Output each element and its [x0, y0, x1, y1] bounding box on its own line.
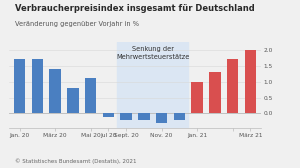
Bar [67, 88, 79, 113]
Bar [156, 113, 167, 123]
Bar [117, 42, 188, 128]
Bar [209, 72, 220, 113]
Text: © Statistisches Bundesamt (Destatis), 2021: © Statistisches Bundesamt (Destatis), 20… [15, 158, 136, 164]
Bar [244, 50, 256, 113]
Text: Verbraucherpreisindex insgesamt für Deutschland: Verbraucherpreisindex insgesamt für Deut… [15, 4, 255, 13]
Bar [14, 59, 26, 113]
Bar [174, 113, 185, 120]
Bar [191, 82, 203, 113]
Bar [50, 69, 61, 113]
Bar [227, 59, 239, 113]
Bar [103, 113, 114, 117]
Bar [120, 113, 132, 120]
Bar [32, 59, 43, 113]
Text: Veränderung gegenüber Vorjahr in %: Veränderung gegenüber Vorjahr in % [15, 21, 139, 27]
Text: Senkung der
Mehrwertsteuerstätze: Senkung der Mehrwertsteuerstätze [116, 46, 189, 60]
Bar [138, 113, 150, 120]
Bar [85, 78, 96, 113]
